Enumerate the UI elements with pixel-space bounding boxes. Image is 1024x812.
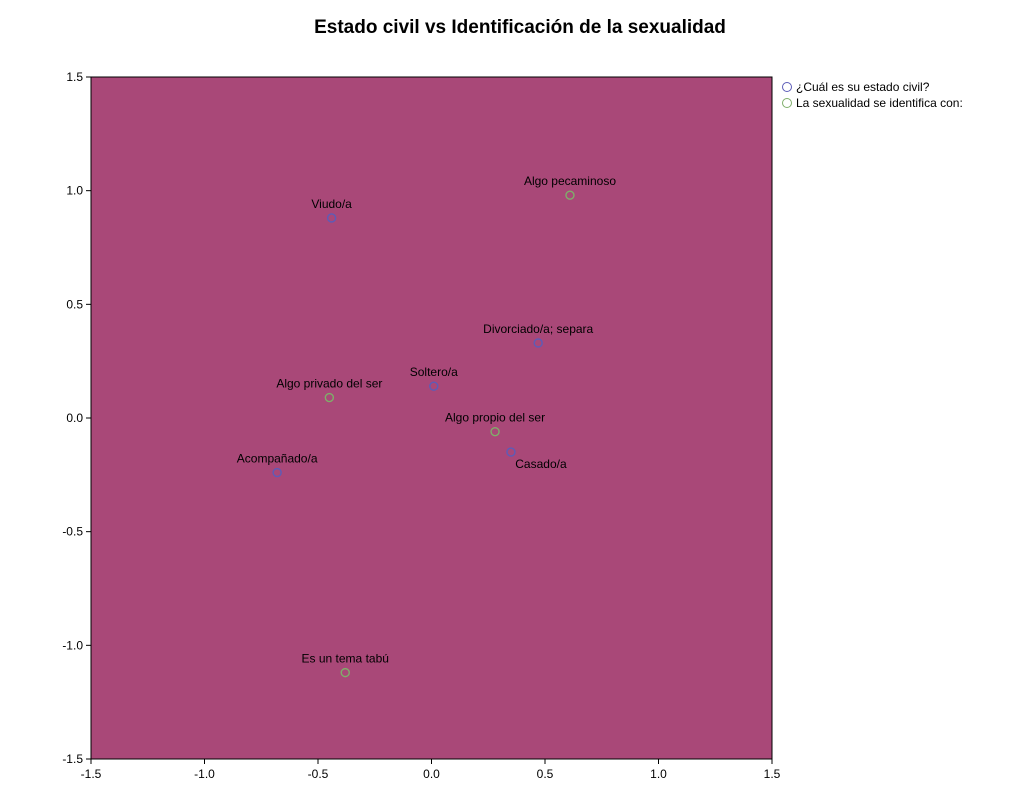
y-tick-label: 1.0	[66, 184, 83, 198]
data-points: Viudo/a Divorciado/a; separa Soltero/a Casa…	[237, 174, 616, 678]
y-tick-label: -1.0	[62, 638, 83, 652]
point-label: Viudo/a	[311, 197, 352, 211]
legend-entry-estado-civil: ¿Cuál es su estado civil?	[782, 79, 963, 95]
point-label: Casado/a	[515, 457, 567, 471]
point-label: Acompañado/a	[237, 452, 318, 466]
point-label: Es un tema tabú	[302, 652, 389, 666]
x-tick-label: 1.0	[650, 767, 667, 781]
legend-marker-icon	[782, 82, 792, 92]
y-tick-label: -1.5	[62, 752, 83, 766]
x-tick-label: 1.5	[764, 767, 781, 781]
y-tick-label: 0.5	[66, 297, 83, 311]
plot-area	[90, 76, 773, 760]
x-tick-label: -0.5	[308, 767, 329, 781]
data-point-0-2	[429, 381, 439, 391]
data-point-1-2	[490, 426, 500, 437]
legend-label: La sexualidad se identifica con:	[796, 96, 963, 110]
chart-title: Estado civil vs Identificación de la sex…	[314, 17, 726, 38]
x-tick-label: 0.0	[423, 767, 440, 781]
data-point-0-0	[326, 213, 337, 223]
data-point-0-4	[272, 467, 282, 478]
data-point-0-1	[533, 338, 543, 348]
point-label: Divorciado/a; separa	[483, 322, 593, 336]
legend: ¿Cuál es su estado civil? La sexualidad …	[782, 79, 963, 111]
legend-label: ¿Cuál es su estado civil?	[796, 80, 930, 94]
x-tick-label: 0.5	[537, 767, 554, 781]
point-label: Soltero/a	[410, 365, 458, 379]
data-point-1-3	[340, 667, 350, 678]
legend-entry-sexualidad: La sexualidad se identifica con:	[782, 95, 963, 111]
data-point-1-1	[324, 392, 335, 403]
x-tick-label: -1.5	[81, 767, 102, 781]
data-point-1-0	[565, 190, 575, 200]
y-tick-label: -0.5	[62, 525, 83, 539]
point-label: Algo privado del ser	[276, 377, 382, 391]
axes: -1.5 -1.0 -0.5 0.0 0.5 1.0 1.5 1.5 1.0 0.5 0.0 -0.5…	[62, 70, 780, 781]
x-tick-label: -1.0	[194, 767, 215, 781]
y-tick-label: 1.5	[66, 70, 83, 84]
point-label: Algo propio del ser	[445, 411, 545, 425]
point-label: Algo pecaminoso	[524, 174, 616, 188]
data-point-0-3	[506, 447, 516, 457]
y-tick-label: 0.0	[66, 411, 83, 425]
legend-marker-icon	[782, 98, 792, 108]
